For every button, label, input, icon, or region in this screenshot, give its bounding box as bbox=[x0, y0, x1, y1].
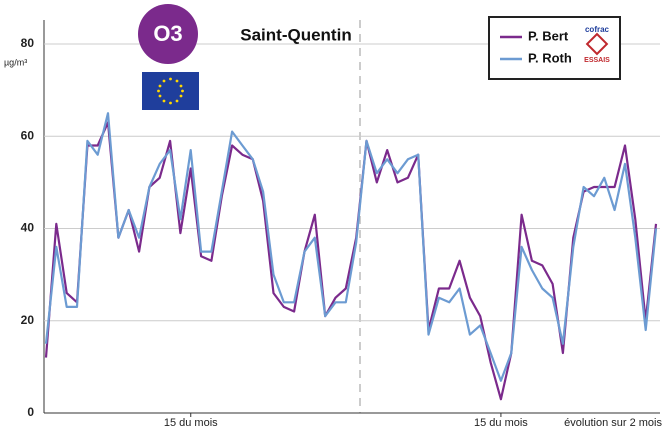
plot: 0 20 40 60 80 15 du mois 15 du mois bbox=[21, 20, 660, 429]
x-note: évolution sur 2 mois bbox=[564, 417, 662, 429]
y-unit: µg/m³ bbox=[4, 57, 27, 67]
series-line bbox=[44, 112, 658, 382]
y-tick-label: 0 bbox=[27, 405, 34, 419]
series-line bbox=[44, 121, 658, 401]
legend-label: P. Roth bbox=[528, 50, 572, 65]
logo-bottom: ESSAIS bbox=[584, 57, 610, 64]
logo-top: cofrac bbox=[585, 25, 610, 34]
y-tick-label: 80 bbox=[21, 36, 35, 50]
logo-mark bbox=[585, 32, 609, 56]
y-tick-label: 40 bbox=[21, 221, 35, 235]
badge-text: O3 bbox=[153, 21, 182, 46]
x-tick-label: 15 du mois bbox=[474, 417, 528, 429]
legend-label: P. Bert bbox=[528, 28, 569, 43]
badge-circle bbox=[138, 4, 198, 64]
chart-title: Saint-Quentin bbox=[240, 25, 351, 44]
x-tick-label: 15 du mois bbox=[164, 417, 218, 429]
legend-box bbox=[488, 16, 621, 80]
y-tick-label: 60 bbox=[21, 128, 35, 142]
y-tick-label: 20 bbox=[21, 313, 35, 327]
eu-stars bbox=[157, 77, 184, 105]
